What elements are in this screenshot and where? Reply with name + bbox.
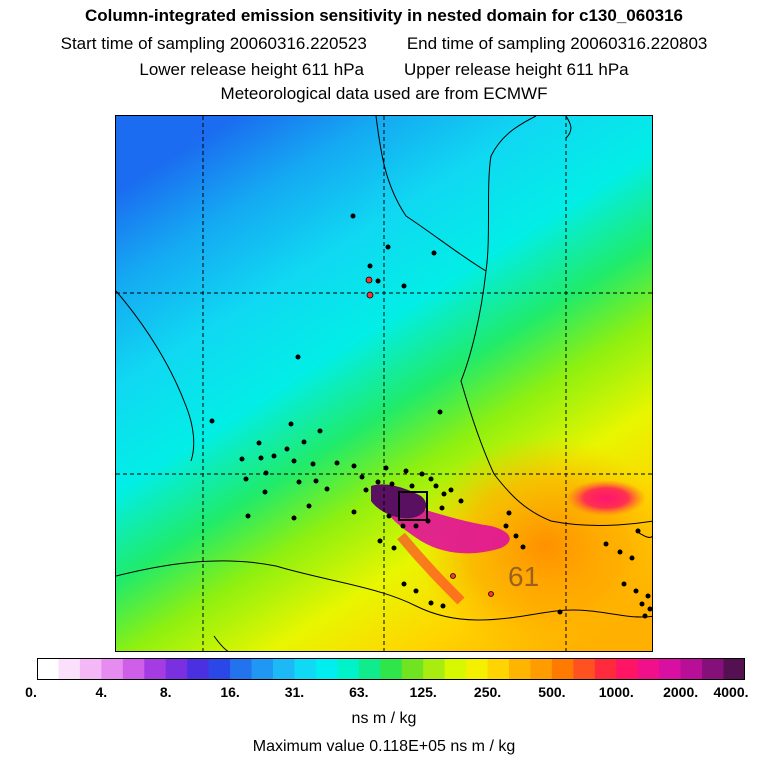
- colorbar-swatch: [702, 658, 725, 680]
- colorbar-tick-label: 4000.: [713, 684, 749, 700]
- colorbar-swatch: [337, 658, 360, 680]
- contour-label: 61: [508, 561, 539, 592]
- colorbar-swatch: [616, 658, 639, 680]
- met-data-label: Meteorological data used are from ECMWF: [220, 84, 548, 103]
- colorbar-swatch: [573, 658, 596, 680]
- colorbar-swatch: [144, 658, 167, 680]
- colorbar-swatch: [208, 658, 231, 680]
- colorbar-swatch: [273, 658, 296, 680]
- colorbar-swatch: [466, 658, 489, 680]
- max-value-label: Maximum value 0.118E+05 ns m / kg: [252, 738, 516, 755]
- colorbar-swatch: [637, 658, 660, 680]
- colorbar-swatch: [487, 658, 510, 680]
- colorbar-swatch: [101, 658, 124, 680]
- colorbar-tick-label: 16.: [220, 684, 240, 700]
- colorbar-tick-label: 250.: [473, 684, 502, 700]
- colorbar-swatch: [230, 658, 253, 680]
- colorbar-tick-label: 1000.: [598, 684, 634, 700]
- release-height-line: Lower release height 611 hPa Upper releas…: [0, 60, 768, 80]
- colorbar-tick-label: 63.: [349, 684, 369, 700]
- colorbar-swatch: [659, 658, 682, 680]
- colorbar-swatch: [294, 658, 317, 680]
- colorbar-tick-label: 2000.: [663, 684, 699, 700]
- plume-tail: [397, 532, 465, 605]
- colorbar-swatch: [315, 658, 338, 680]
- colorbar-swatch: [37, 658, 60, 680]
- release-box: [398, 491, 428, 521]
- colorbar-swatch: [79, 658, 102, 680]
- plot-title: Column-integrated emission sensitivity i…: [84, 6, 684, 25]
- sampling-time-line: Start time of sampling 20060316.220523 En…: [0, 34, 768, 54]
- colorbar-swatch: [723, 658, 745, 680]
- colorbar-swatch: [165, 658, 188, 680]
- colorbar-swatch: [444, 658, 467, 680]
- station-markers: [209, 213, 652, 619]
- map-canvas: 61: [116, 116, 652, 651]
- colorbar-tick-label: 500.: [538, 684, 566, 700]
- colorbar-swatch: [58, 658, 81, 680]
- colorbar-tick-label: 8.: [159, 684, 172, 700]
- colorbar-units: ns m / kg: [351, 710, 417, 727]
- colorbar-swatch: [530, 658, 553, 680]
- colorbar-swatch: [594, 658, 617, 680]
- colorbar-swatch: [509, 658, 532, 680]
- colorbar-swatch: [380, 658, 403, 680]
- graticule: [116, 116, 652, 651]
- colorbar-swatch: [122, 658, 145, 680]
- colorbar-swatch: [187, 658, 210, 680]
- colorbar: [37, 658, 745, 680]
- red-hotspot: [566, 480, 646, 516]
- lower-release-label: Lower release height 611 hPa: [139, 60, 364, 79]
- colorbar-swatch: [423, 658, 446, 680]
- colorbar-tick-label: 31.: [284, 684, 305, 700]
- end-time-label: End time of sampling 20060316.220803: [406, 34, 708, 53]
- colorbar-swatch: [251, 658, 274, 680]
- start-time-label: Start time of sampling 20060316.220523: [60, 34, 367, 53]
- colorbar-frame: [37, 658, 745, 680]
- upper-release-label: Upper release height 611 hPa: [404, 60, 629, 79]
- colorbar-swatch: [401, 658, 424, 680]
- colorbar-swatch: [358, 658, 381, 680]
- country-borders: [116, 116, 652, 651]
- colorbar-tick-label: 4.: [95, 684, 108, 700]
- highlight-markers: [365, 276, 494, 597]
- colorbar-tick-label: 125.: [409, 684, 437, 700]
- colorbar-swatch: [551, 658, 574, 680]
- colorbar-tick-label: 0.: [25, 684, 37, 700]
- sensitivity-map: 61: [115, 115, 653, 652]
- colorbar-swatch: [680, 658, 703, 680]
